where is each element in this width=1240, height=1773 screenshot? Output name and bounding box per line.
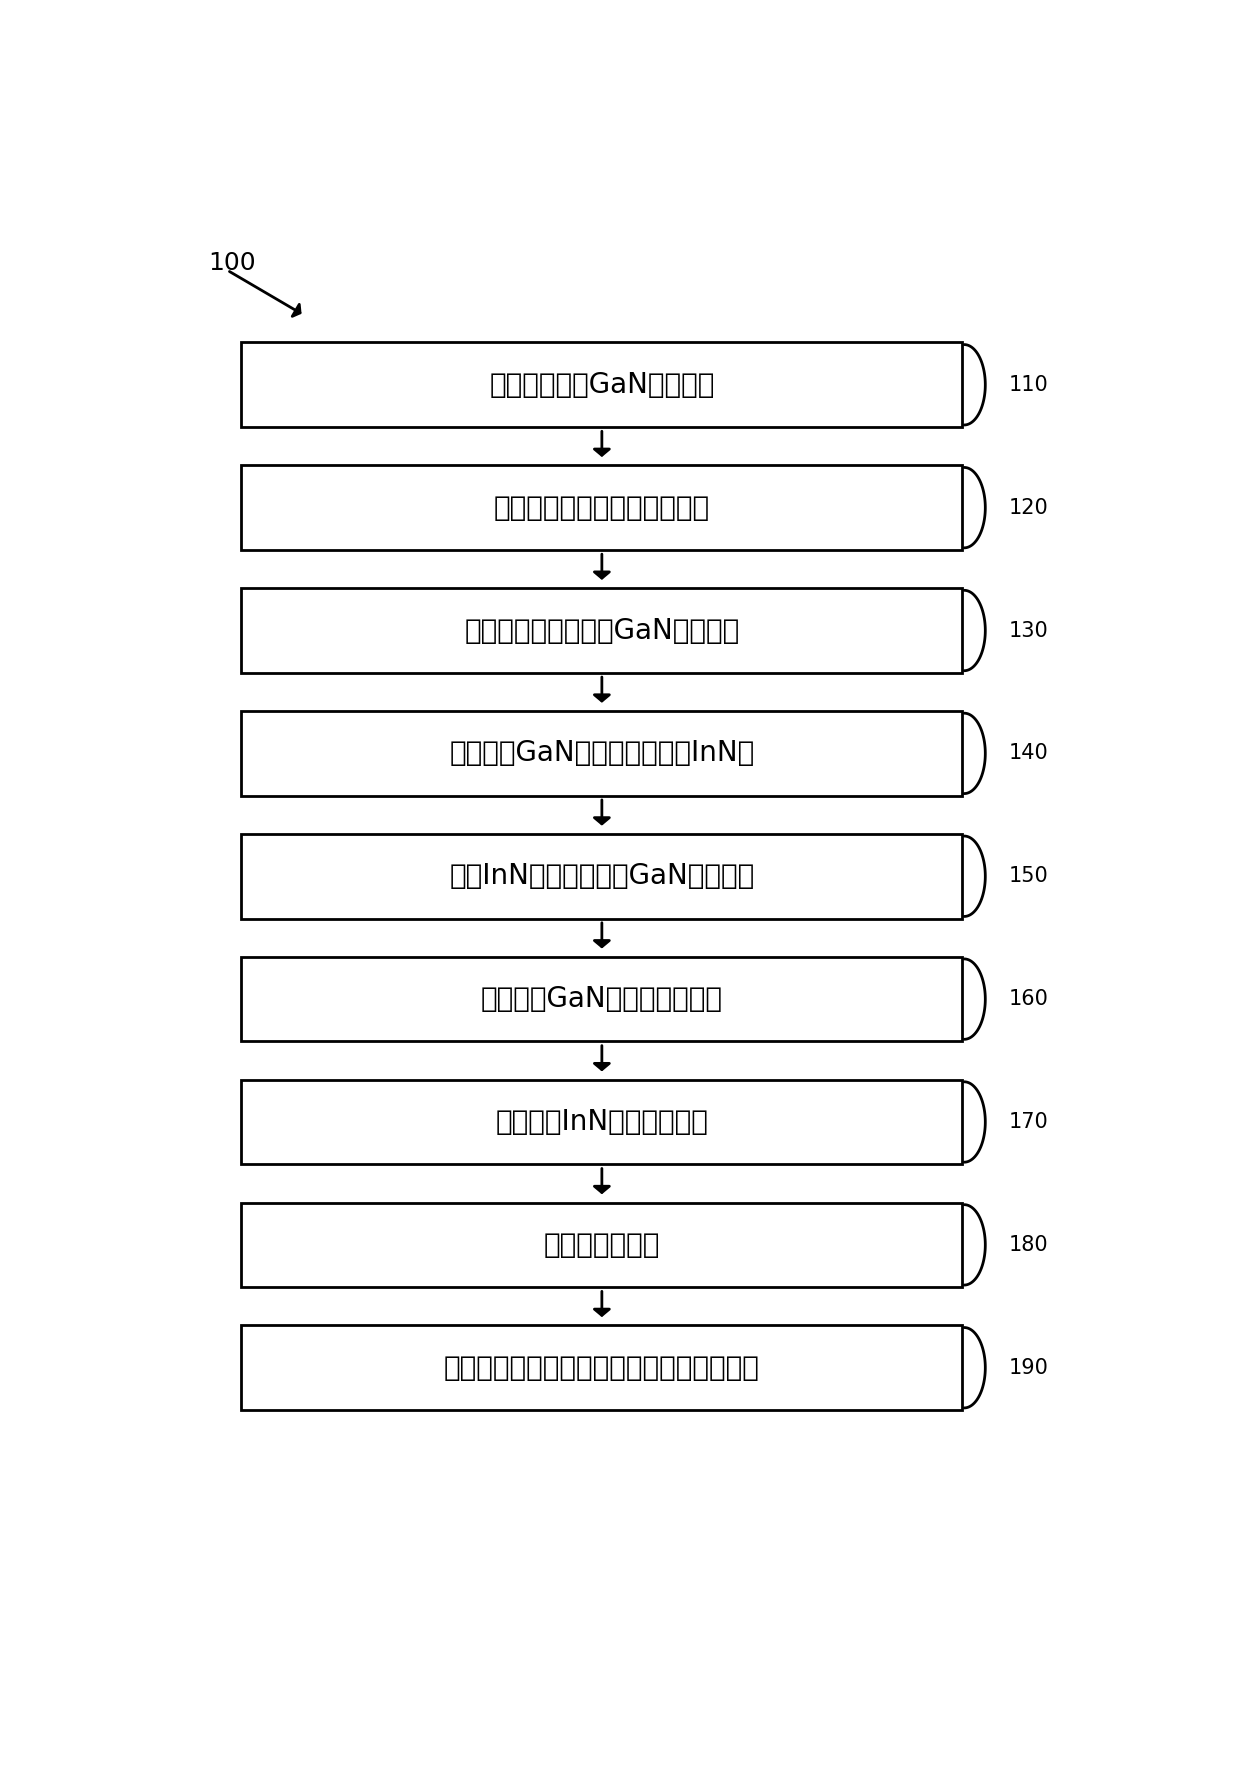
Text: 100: 100 [208, 252, 255, 275]
Text: 形成穿过孔洞的第二GaN纳米线层: 形成穿过孔洞的第二GaN纳米线层 [464, 617, 739, 645]
Bar [242, 1326, 962, 1410]
Bar [242, 833, 962, 918]
Text: 形成第二GaN纳米线层之上的InN层: 形成第二GaN纳米线层之上的InN层 [449, 739, 754, 768]
Text: 160: 160 [1008, 989, 1048, 1009]
Text: 140: 140 [1008, 743, 1048, 764]
Text: 暴露第二GaN纳米线层的侧壁: 暴露第二GaN纳米线层的侧壁 [481, 986, 723, 1012]
Text: 形成包围InN层的栅极结构: 形成包围InN层的栅极结构 [496, 1108, 708, 1136]
Text: 120: 120 [1008, 498, 1048, 518]
Bar [242, 342, 962, 427]
Text: 150: 150 [1008, 867, 1048, 886]
Text: 190: 190 [1008, 1358, 1048, 1378]
Bar [242, 465, 962, 550]
Text: 180: 180 [1008, 1234, 1048, 1255]
Bar [242, 711, 962, 796]
Bar [242, 1202, 962, 1287]
Text: 110: 110 [1008, 374, 1048, 395]
Bar [242, 1080, 962, 1165]
Text: 形成栅极互连层: 形成栅极互连层 [543, 1230, 660, 1259]
Text: 130: 130 [1008, 621, 1048, 640]
Bar [242, 589, 962, 672]
Text: 形成InN层之上的第三GaN纳米线层: 形成InN层之上的第三GaN纳米线层 [449, 862, 754, 890]
Text: 170: 170 [1008, 1112, 1048, 1131]
Text: 提供包括第一GaN层的晶圆: 提供包括第一GaN层的晶圆 [489, 371, 714, 399]
Text: 经由装置分离制程形成穿隈场效晶体管装置: 经由装置分离制程形成穿隈场效晶体管装置 [444, 1355, 760, 1381]
Bar [242, 957, 962, 1041]
Text: 形成具有孔洞的图案化遗罩层: 形成具有孔洞的图案化遗罩层 [494, 493, 711, 521]
